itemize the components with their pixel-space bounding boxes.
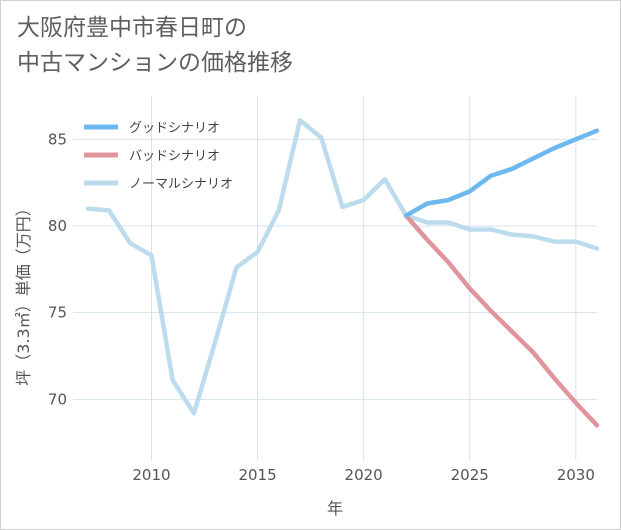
legend-label: グッドシナリオ — [129, 121, 220, 136]
chart-title-line1: 大阪府豊中市春日町の — [17, 15, 247, 41]
y-tick-label: 70 — [48, 390, 67, 408]
y-tick-label: 85 — [48, 130, 67, 148]
legend-label: ノーマルシナリオ — [129, 177, 233, 192]
chart-title-line2: 中古マンションの価格推移 — [17, 50, 293, 76]
y-axis-label: 坪（3.3㎡）単価（万円） — [14, 200, 33, 385]
series-line-0 — [403, 128, 600, 218]
x-tick-label: 2030 — [557, 466, 595, 484]
series-lines — [85, 118, 600, 428]
grid — [73, 96, 597, 460]
series-line-1 — [403, 213, 600, 428]
x-tick-label: 2020 — [345, 466, 383, 484]
x-axis-label: 年 — [327, 499, 343, 518]
x-tick-label: 2015 — [238, 466, 276, 484]
chart-title: 大阪府豊中市春日町の 中古マンションの価格推移 — [17, 11, 293, 81]
tick-labels: 2010 2015 2020 2025 2030 70 75 80 85 — [48, 130, 595, 484]
y-tick-label: 75 — [48, 304, 67, 322]
y-tick-label: 80 — [48, 217, 67, 235]
legend-label: バッドシナリオ — [129, 149, 220, 164]
x-tick-label: 2010 — [132, 466, 170, 484]
x-tick-label: 2025 — [451, 466, 489, 484]
series-line-2 — [85, 118, 600, 416]
